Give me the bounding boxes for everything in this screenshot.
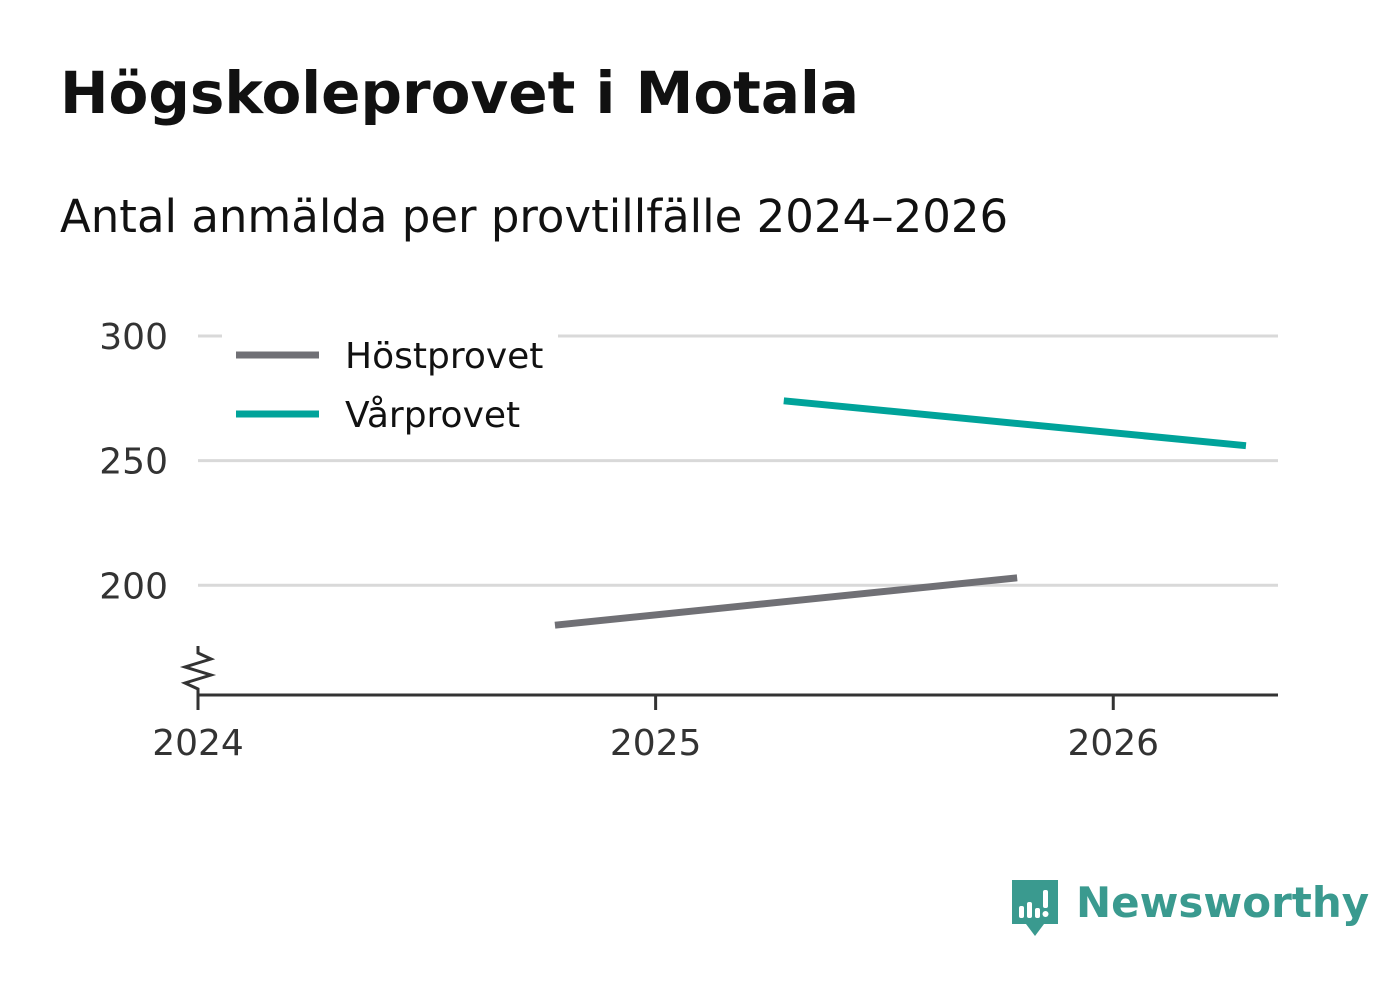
axis-break-zigzag <box>179 646 217 695</box>
x-tick-label: 2024 <box>152 723 244 764</box>
x-axis: 2024 2025 2026 <box>152 646 1278 764</box>
chart-subtitle: Antal anmälda per provtillfälle 2024–202… <box>60 190 1009 243</box>
chart-title: Högskoleprovet i Motala <box>60 59 860 127</box>
series-line-vårprovet <box>783 397 1247 450</box>
legend-label: Vårprovet <box>345 395 520 436</box>
series-lines <box>554 397 1247 629</box>
y-tick-label: 300 <box>99 317 168 358</box>
x-tick-label: 2025 <box>610 723 702 764</box>
series-line-höstprovet <box>554 574 1018 629</box>
y-tick-label: 200 <box>99 566 168 607</box>
legend-background <box>222 326 558 438</box>
brand-name: Newsworthy <box>1076 878 1370 927</box>
legend-label: Höstprovet <box>345 336 543 377</box>
legend: Höstprovet Vårprovet <box>222 326 558 438</box>
newsworthy-logo: Newsworthy <box>1010 878 1369 940</box>
y-axis: 300 250 200 <box>99 317 168 607</box>
x-tick-label: 2026 <box>1067 723 1159 764</box>
bar-chart-bubble-icon <box>1012 880 1058 936</box>
y-tick-label: 250 <box>99 442 168 483</box>
